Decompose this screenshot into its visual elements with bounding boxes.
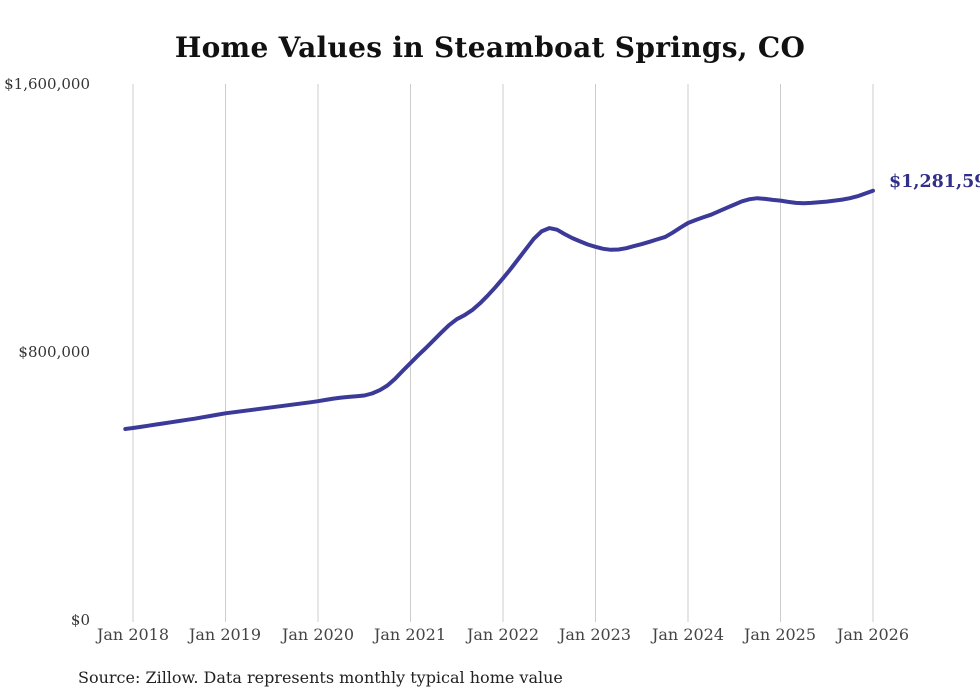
chart-title: Home Values in Steamboat Springs, CO <box>174 31 806 64</box>
x-axis-label-jan-2026: Jan 2026 <box>836 625 910 644</box>
vertical-gridlines <box>132 84 874 622</box>
y-axis-label-800000: $800,000 <box>18 343 90 361</box>
x-axis-label-jan-2021: Jan 2021 <box>373 625 447 644</box>
latest-value-label: $1,281,595 <box>889 172 980 192</box>
x-axis-label-jan-2024: Jan 2024 <box>651 625 725 644</box>
x-axis-label-jan-2022: Jan 2022 <box>466 625 540 644</box>
y-axis-label-1600000: $1,600,000 <box>4 75 90 93</box>
x-axis-label-jan-2023: Jan 2023 <box>558 625 632 644</box>
source-note: Source: Zillow. Data represents monthly … <box>78 668 563 687</box>
x-axis-label-jan-2020: Jan 2020 <box>281 625 355 644</box>
home-value-price-line <box>123 188 875 431</box>
x-axis-label-jan-2019: Jan 2019 <box>188 625 262 644</box>
x-axis-label-jan-2025: Jan 2025 <box>743 625 817 644</box>
x-axis-label-jan-2018: Jan 2018 <box>96 625 170 644</box>
y-axis-label-0: $0 <box>70 611 90 629</box>
